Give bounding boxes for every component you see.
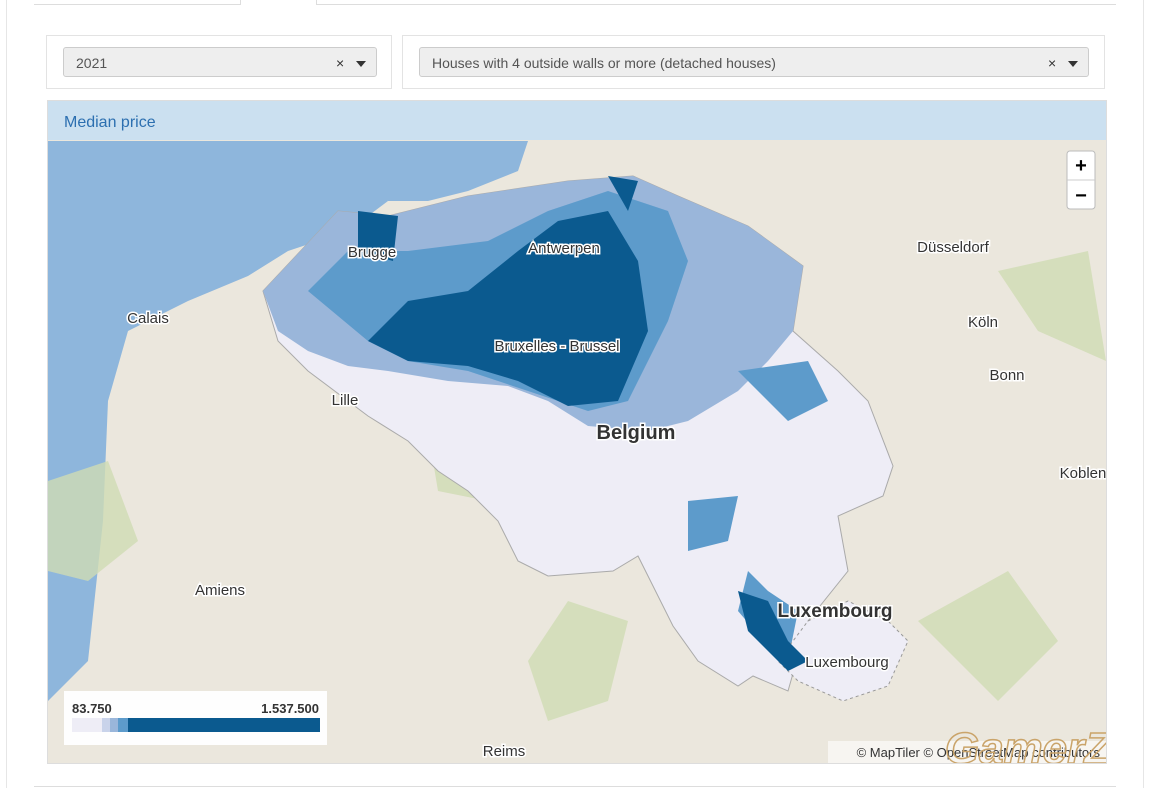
clear[interactable]: × — [336, 55, 345, 71]
map-header — [48, 101, 1106, 140]
year-panel: 2021 × — [46, 35, 392, 89]
map-title: Median price — [64, 114, 156, 131]
attribution-bg — [828, 741, 1106, 763]
zoom-in[interactable]: + — [1075, 155, 1087, 177]
place-label: Brugge — [348, 244, 396, 261]
frame-right — [1143, 0, 1144, 788]
place-label: Luxembourg — [805, 654, 888, 671]
year-value: 2021 — [76, 55, 108, 71]
place-label: Belgium — [597, 422, 676, 444]
tab-active[interactable] — [240, 0, 317, 5]
year-select[interactable]: 2021 × — [63, 47, 377, 77]
place-label: Amiens — [195, 582, 245, 599]
caret — [356, 61, 366, 72]
tab-line — [34, 4, 1116, 5]
legend-swatch — [118, 718, 128, 732]
type-select[interactable]: Houses with 4 outside walls or more (det… — [419, 47, 1089, 77]
estuary — [348, 141, 528, 201]
place-label: Bruxelles - Brussel — [494, 338, 619, 355]
place-label: Bonn — [989, 367, 1024, 384]
type-panel: Houses with 4 outside walls or more (det… — [402, 35, 1105, 89]
place-label: Antwerpen — [528, 240, 600, 257]
legend-swatch — [102, 718, 110, 732]
place-label: Koblen — [1060, 465, 1107, 482]
map[interactable]: Median price Brugge Antwerpen Düsseldorf Ca… — [47, 100, 1107, 764]
watermark: GamerZ — [945, 724, 1107, 764]
attribution: © MapTiler © OpenStreetMap contributors — [857, 745, 1101, 760]
sea — [48, 141, 388, 701]
clear[interactable]: × — [1048, 55, 1057, 71]
legend-min: 83.750 — [72, 701, 112, 716]
place-label: Köln — [968, 314, 998, 331]
place-label: Düsseldorf — [917, 239, 990, 256]
place-label: Calais — [127, 310, 169, 327]
place-label: Reims — [483, 743, 526, 760]
frame-left — [6, 0, 7, 788]
type-value: Houses with 4 outside walls or more (det… — [432, 55, 776, 71]
legend-swatch — [110, 718, 118, 732]
top-price — [358, 176, 648, 406]
arlon — [738, 591, 808, 671]
bottom-line — [34, 786, 1116, 787]
place-label: Lille — [332, 392, 359, 409]
legend-swatch — [72, 718, 102, 732]
legend-max: 1.537.500 — [261, 701, 319, 716]
forest — [48, 251, 1106, 721]
zoom-out[interactable]: − — [1075, 185, 1087, 207]
caret — [1068, 61, 1078, 72]
legend-swatch — [128, 718, 320, 732]
place-label: Luxembourg — [777, 601, 892, 622]
